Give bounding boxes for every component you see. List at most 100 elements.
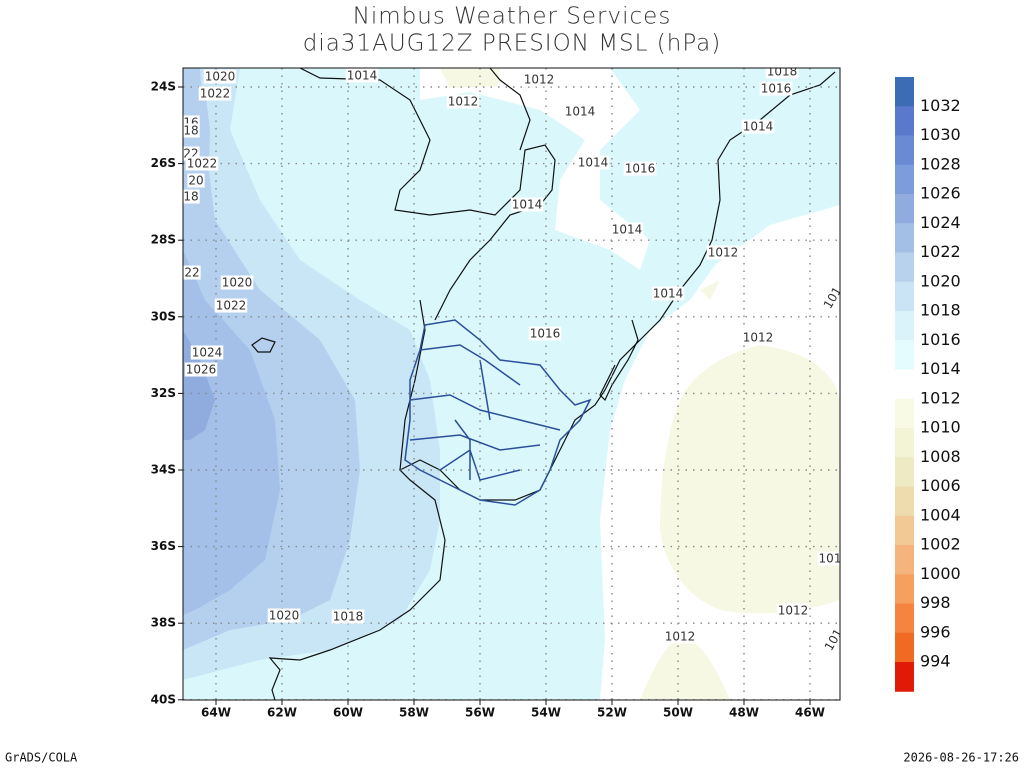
contour-label-bg <box>267 608 301 623</box>
colorbar-swatch <box>895 574 914 604</box>
lon-label: 48W <box>729 706 759 720</box>
lon-label: 64W <box>201 706 231 720</box>
contour-label-bg <box>706 245 740 260</box>
contour-label: 1022 <box>216 299 247 313</box>
contour-label-bg <box>522 72 556 87</box>
colorbar-label: 1002 <box>920 535 961 554</box>
contour-label-bg <box>510 197 544 212</box>
contour-label: 1014 <box>347 69 378 83</box>
contour-label: 1018 <box>767 65 798 79</box>
shade-1010 <box>660 345 840 614</box>
colorbar-label: 1030 <box>920 125 961 144</box>
contour-label-bg <box>345 68 379 83</box>
contour-label-bg <box>203 69 237 84</box>
colorbar-label: 1006 <box>920 476 961 495</box>
contour-label-bg <box>214 298 248 313</box>
contour-label: 1012 <box>743 331 774 345</box>
colorbar-swatch <box>895 632 914 663</box>
contour-label-bg <box>183 189 200 204</box>
contour-label: 1020 <box>269 609 300 623</box>
contour-label: 1014 <box>512 198 543 212</box>
colorbar-swatch <box>895 164 914 195</box>
colorbar-swatch <box>895 223 914 253</box>
contour-label: 1022 <box>187 157 218 171</box>
contour-label-bg <box>528 326 562 341</box>
lat-label: 28S <box>151 233 176 247</box>
contour-label-bg <box>184 362 218 377</box>
colorbar-label: 1010 <box>920 418 961 437</box>
colorbar: 1032 1030 1028 1026 1024 1022 1020 1018 1016 1014… <box>895 77 961 692</box>
border <box>489 68 531 151</box>
contour-label-bg <box>187 173 205 188</box>
grid <box>183 68 840 700</box>
axes: 64W 62W 60W 58W 56W 54W 52W 50W 48W 46W 24S 26S 28S 3… <box>151 80 825 720</box>
lon-label: 56W <box>465 706 495 720</box>
footer-right: 2026-08-26-17:26 <box>903 751 1019 765</box>
contour-label: 1014 <box>653 287 684 301</box>
contour-label-bg <box>741 330 775 345</box>
map-frame <box>182 67 841 701</box>
contour-label: 101 <box>819 552 842 566</box>
colorbar-swatch <box>895 545 914 575</box>
colorbar-swatch <box>895 457 914 487</box>
contour-label-bg <box>759 81 793 96</box>
contour-label-bg <box>817 551 840 566</box>
contour-label: 1016 <box>530 327 561 341</box>
colorbar-swatch <box>895 340 914 370</box>
shade-1010 <box>700 280 720 300</box>
lat-label: 38S <box>151 616 176 630</box>
contour-label: 1018 <box>333 610 364 624</box>
colorbar-label: 998 <box>920 593 951 612</box>
contour-label-bg <box>220 275 254 290</box>
colorbar-swatch <box>895 428 914 458</box>
lat-label: 36S <box>151 539 176 553</box>
colorbar-label: 1000 <box>920 564 961 583</box>
uruguay-outline <box>404 319 592 506</box>
colorbar-swatch <box>895 603 914 634</box>
lon-label: 50W <box>663 706 693 720</box>
lon-label: 58W <box>399 706 429 720</box>
footer-left: GrADS/COLA <box>5 751 78 765</box>
shade-1010 <box>640 635 730 700</box>
colorbar-label: 1004 <box>920 505 961 524</box>
contour-label-bg <box>563 104 597 119</box>
contour-label: 1016 <box>761 82 792 96</box>
colorbar-label: 1024 <box>920 213 961 232</box>
shade-1020 <box>183 250 280 615</box>
contour-label-bg <box>651 286 685 301</box>
contour-label-bg <box>820 283 840 313</box>
colorbar-swatch <box>895 106 914 136</box>
contour-label-bg <box>576 155 610 170</box>
colorbar-swatch <box>895 398 914 429</box>
colorbar-swatch <box>895 252 914 283</box>
colorbar-label: 1018 <box>920 301 961 320</box>
lon-label: 54W <box>531 706 561 720</box>
colorbar-swatch <box>895 662 914 692</box>
lat-label: 24S <box>151 80 176 94</box>
colorbar-swatch <box>895 135 914 166</box>
contour-label-bg <box>331 609 365 624</box>
colorbar-label: 994 <box>920 652 951 671</box>
map-area: 1020102216182210222018101410121012101410… <box>183 65 842 700</box>
contour-label-bg <box>190 345 224 360</box>
colorbar-swatch <box>895 311 914 341</box>
contour-label-bg <box>198 86 232 101</box>
contour-label-bg <box>185 156 219 171</box>
contour-label-bg <box>776 603 810 618</box>
contour-label: 1014 <box>578 156 609 170</box>
contour-label-bg <box>610 222 644 237</box>
lat-label: 26S <box>151 156 176 170</box>
colorbar-label: 1012 <box>920 388 961 407</box>
colorbar-label: 996 <box>920 622 951 641</box>
contour-label: 1022 <box>200 87 231 101</box>
colorbar-label: 1026 <box>920 184 961 203</box>
colorbar-label: 1016 <box>920 330 961 349</box>
colorbar-swatch <box>895 194 914 224</box>
colorbar-swatch <box>895 77 914 107</box>
contour-label: 1016 <box>625 162 656 176</box>
contour-label: 1012 <box>778 604 809 618</box>
border <box>399 299 426 471</box>
lon-label: 46W <box>795 706 825 720</box>
contour-label-bg <box>663 629 697 644</box>
